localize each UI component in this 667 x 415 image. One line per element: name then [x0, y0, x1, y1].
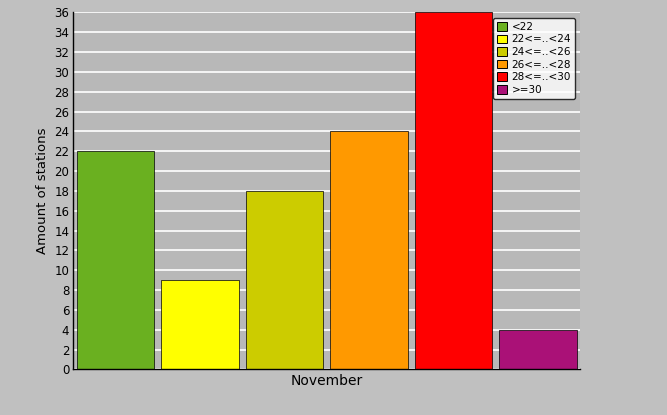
Bar — [499, 330, 577, 369]
Bar — [161, 280, 239, 369]
Bar — [77, 151, 155, 369]
Bar — [245, 191, 323, 369]
Legend: <22, 22<=..<24, 24<=..<26, 26<=..<28, 28<=..<30, >=30: <22, 22<=..<24, 24<=..<26, 26<=..<28, 28… — [493, 18, 575, 99]
Bar — [330, 132, 408, 369]
Bar — [415, 12, 492, 369]
Y-axis label: Amount of stations: Amount of stations — [35, 128, 49, 254]
